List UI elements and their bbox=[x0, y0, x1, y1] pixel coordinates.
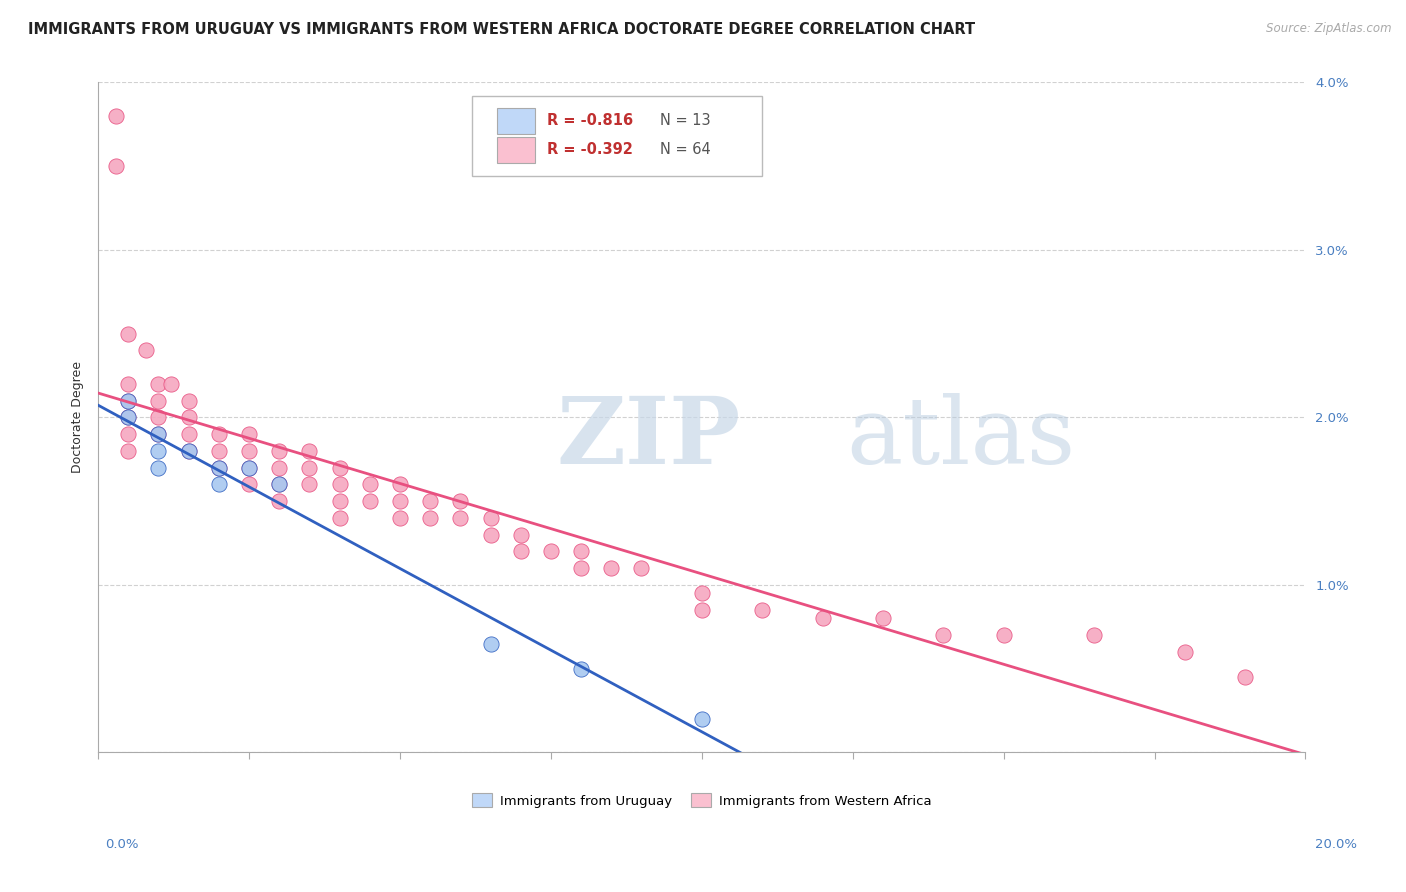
Point bbox=[388, 494, 411, 508]
Point bbox=[117, 427, 139, 442]
Point bbox=[269, 460, 291, 475]
Point bbox=[449, 511, 471, 525]
Point bbox=[148, 393, 170, 408]
Point bbox=[479, 511, 502, 525]
Point bbox=[329, 477, 352, 491]
Text: ZIP: ZIP bbox=[557, 392, 741, 483]
Y-axis label: Doctorate Degree: Doctorate Degree bbox=[72, 361, 84, 474]
Text: IMMIGRANTS FROM URUGUAY VS IMMIGRANTS FROM WESTERN AFRICA DOCTORATE DEGREE CORRE: IMMIGRANTS FROM URUGUAY VS IMMIGRANTS FR… bbox=[28, 22, 976, 37]
Point bbox=[419, 494, 441, 508]
Point bbox=[479, 527, 502, 541]
FancyBboxPatch shape bbox=[496, 136, 536, 163]
Point bbox=[238, 427, 260, 442]
Point bbox=[238, 477, 260, 491]
Point bbox=[329, 460, 352, 475]
Point bbox=[449, 494, 471, 508]
Point bbox=[148, 427, 170, 442]
Point bbox=[1083, 628, 1105, 642]
Point bbox=[269, 477, 291, 491]
Point bbox=[148, 444, 170, 458]
Point bbox=[117, 393, 139, 408]
Point bbox=[117, 376, 139, 391]
Point bbox=[509, 527, 531, 541]
Point bbox=[117, 326, 139, 341]
Point bbox=[690, 712, 713, 726]
FancyBboxPatch shape bbox=[496, 108, 536, 134]
Point bbox=[148, 376, 170, 391]
Point bbox=[208, 477, 231, 491]
Point bbox=[569, 662, 592, 676]
Point bbox=[148, 410, 170, 425]
Point bbox=[159, 376, 181, 391]
Point bbox=[1174, 645, 1197, 659]
Point bbox=[117, 410, 139, 425]
Point bbox=[993, 628, 1015, 642]
Text: 0.0%: 0.0% bbox=[105, 838, 139, 852]
Legend: Immigrants from Uruguay, Immigrants from Western Africa: Immigrants from Uruguay, Immigrants from… bbox=[467, 789, 936, 813]
Point bbox=[238, 460, 260, 475]
Text: atlas: atlas bbox=[846, 392, 1076, 483]
Point bbox=[329, 494, 352, 508]
Point bbox=[208, 460, 231, 475]
Point bbox=[117, 393, 139, 408]
Point bbox=[208, 444, 231, 458]
Point bbox=[298, 477, 321, 491]
Point bbox=[932, 628, 955, 642]
Point bbox=[600, 561, 623, 575]
Point bbox=[117, 410, 139, 425]
Point bbox=[509, 544, 531, 558]
Point bbox=[177, 393, 200, 408]
Point bbox=[105, 109, 128, 123]
Point bbox=[540, 544, 562, 558]
Point bbox=[208, 427, 231, 442]
Point bbox=[811, 611, 834, 625]
Point bbox=[359, 477, 381, 491]
Point bbox=[388, 477, 411, 491]
Point bbox=[177, 427, 200, 442]
Text: 20.0%: 20.0% bbox=[1315, 838, 1357, 852]
Point bbox=[298, 460, 321, 475]
Point bbox=[148, 460, 170, 475]
Point bbox=[208, 460, 231, 475]
Point bbox=[177, 410, 200, 425]
Point bbox=[569, 544, 592, 558]
Point bbox=[177, 444, 200, 458]
Point bbox=[135, 343, 157, 358]
Point bbox=[105, 159, 128, 173]
Point bbox=[419, 511, 441, 525]
Point bbox=[1234, 670, 1257, 684]
Point bbox=[269, 477, 291, 491]
Text: R = -0.392: R = -0.392 bbox=[547, 142, 633, 157]
Point bbox=[690, 586, 713, 600]
Point bbox=[269, 494, 291, 508]
Point bbox=[238, 460, 260, 475]
Point bbox=[479, 637, 502, 651]
FancyBboxPatch shape bbox=[472, 95, 762, 177]
Point bbox=[630, 561, 652, 575]
Point bbox=[117, 444, 139, 458]
Text: N = 64: N = 64 bbox=[659, 142, 710, 157]
Point bbox=[569, 561, 592, 575]
Point bbox=[872, 611, 894, 625]
Point bbox=[751, 603, 773, 617]
Point bbox=[238, 444, 260, 458]
Text: N = 13: N = 13 bbox=[659, 113, 710, 128]
Point bbox=[388, 511, 411, 525]
Point bbox=[690, 603, 713, 617]
Point bbox=[177, 444, 200, 458]
Text: R = -0.816: R = -0.816 bbox=[547, 113, 633, 128]
Point bbox=[359, 494, 381, 508]
Point bbox=[329, 511, 352, 525]
Point bbox=[298, 444, 321, 458]
Text: Source: ZipAtlas.com: Source: ZipAtlas.com bbox=[1267, 22, 1392, 36]
Point bbox=[148, 427, 170, 442]
Point bbox=[269, 444, 291, 458]
